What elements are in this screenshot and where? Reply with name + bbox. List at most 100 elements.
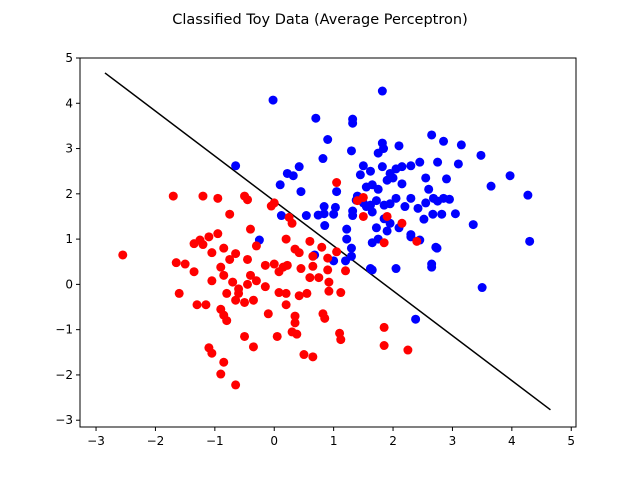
data-point bbox=[391, 264, 401, 274]
data-point bbox=[245, 224, 255, 234]
data-point bbox=[394, 141, 404, 151]
data-point bbox=[219, 357, 229, 367]
data-point bbox=[341, 266, 351, 276]
data-point bbox=[269, 198, 279, 208]
data-point bbox=[296, 264, 306, 274]
data-point bbox=[180, 259, 190, 269]
data-point bbox=[231, 161, 241, 171]
x-axis-ticks: −3 −2 −1 0 1 2 3 4 5 bbox=[87, 427, 575, 448]
data-point bbox=[213, 193, 223, 203]
data-point bbox=[245, 270, 255, 280]
data-point bbox=[332, 178, 342, 188]
y-tick-label: −3 bbox=[55, 413, 73, 427]
data-point bbox=[207, 276, 217, 286]
data-point bbox=[403, 345, 413, 355]
data-point bbox=[234, 284, 244, 294]
data-point bbox=[299, 350, 309, 360]
data-point bbox=[365, 166, 375, 176]
data-point bbox=[248, 295, 258, 305]
data-point bbox=[442, 174, 452, 184]
data-point bbox=[318, 154, 328, 164]
data-point bbox=[413, 203, 423, 213]
data-point bbox=[323, 253, 333, 263]
x-tick-label: 2 bbox=[389, 434, 397, 448]
data-point bbox=[302, 288, 312, 298]
data-point bbox=[260, 282, 270, 292]
data-point bbox=[330, 202, 340, 212]
data-point bbox=[118, 250, 128, 260]
data-point bbox=[439, 136, 449, 146]
data-point bbox=[268, 95, 278, 105]
data-point bbox=[207, 348, 217, 358]
data-point bbox=[371, 223, 381, 233]
data-point bbox=[355, 170, 365, 180]
data-point bbox=[201, 300, 211, 310]
data-point bbox=[274, 288, 284, 298]
data-point bbox=[437, 209, 447, 219]
x-tick-label: −2 bbox=[147, 434, 165, 448]
data-point bbox=[388, 173, 398, 183]
data-point bbox=[367, 265, 377, 275]
data-point bbox=[411, 314, 421, 324]
data-point bbox=[228, 277, 238, 287]
data-point bbox=[219, 243, 229, 253]
data-point bbox=[275, 180, 285, 190]
data-point bbox=[317, 242, 327, 252]
data-point bbox=[342, 234, 352, 244]
data-point bbox=[379, 341, 389, 351]
data-point bbox=[269, 259, 279, 269]
data-point bbox=[231, 295, 241, 305]
data-point bbox=[174, 288, 184, 298]
data-point bbox=[427, 262, 437, 272]
x-tick-label: −1 bbox=[206, 434, 224, 448]
data-point bbox=[453, 159, 463, 169]
data-point bbox=[373, 184, 383, 194]
data-point bbox=[324, 286, 334, 296]
data-point bbox=[332, 247, 342, 257]
data-point bbox=[294, 291, 304, 301]
data-point bbox=[361, 202, 371, 212]
data-point bbox=[231, 249, 241, 259]
chart-title: Classified Toy Data (Average Perceptron) bbox=[172, 12, 467, 28]
y-tick-label: 3 bbox=[65, 142, 73, 156]
data-point bbox=[348, 211, 358, 221]
data-point bbox=[198, 240, 208, 250]
data-point bbox=[476, 150, 486, 160]
data-point bbox=[385, 199, 395, 209]
data-point bbox=[222, 288, 232, 298]
data-point bbox=[171, 258, 181, 268]
data-point bbox=[377, 162, 387, 172]
data-point bbox=[323, 134, 333, 144]
data-points-layer bbox=[118, 86, 535, 390]
data-point bbox=[248, 342, 258, 352]
y-tick-label: 1 bbox=[65, 232, 73, 246]
data-point bbox=[468, 220, 478, 230]
y-tick-label: 5 bbox=[65, 51, 73, 65]
data-point bbox=[292, 329, 302, 339]
data-point bbox=[412, 236, 422, 246]
data-point bbox=[219, 270, 229, 280]
data-point bbox=[358, 161, 368, 171]
data-point bbox=[377, 86, 387, 96]
data-point bbox=[346, 243, 356, 253]
data-point bbox=[332, 187, 342, 197]
data-point bbox=[192, 300, 202, 310]
data-point bbox=[450, 209, 460, 219]
data-point bbox=[225, 209, 235, 219]
data-point bbox=[385, 218, 395, 228]
x-tick-label: 1 bbox=[330, 434, 338, 448]
data-point bbox=[225, 254, 235, 264]
data-point bbox=[213, 229, 223, 239]
y-tick-label: 2 bbox=[65, 187, 73, 201]
data-point bbox=[336, 288, 346, 298]
y-tick-label: 4 bbox=[65, 96, 73, 110]
y-tick-label: −1 bbox=[55, 323, 73, 337]
data-point bbox=[281, 300, 291, 310]
data-point bbox=[216, 262, 226, 272]
data-point bbox=[272, 331, 282, 341]
data-point bbox=[523, 190, 533, 200]
data-point bbox=[397, 179, 407, 189]
data-point bbox=[367, 207, 377, 217]
data-point bbox=[421, 198, 431, 208]
